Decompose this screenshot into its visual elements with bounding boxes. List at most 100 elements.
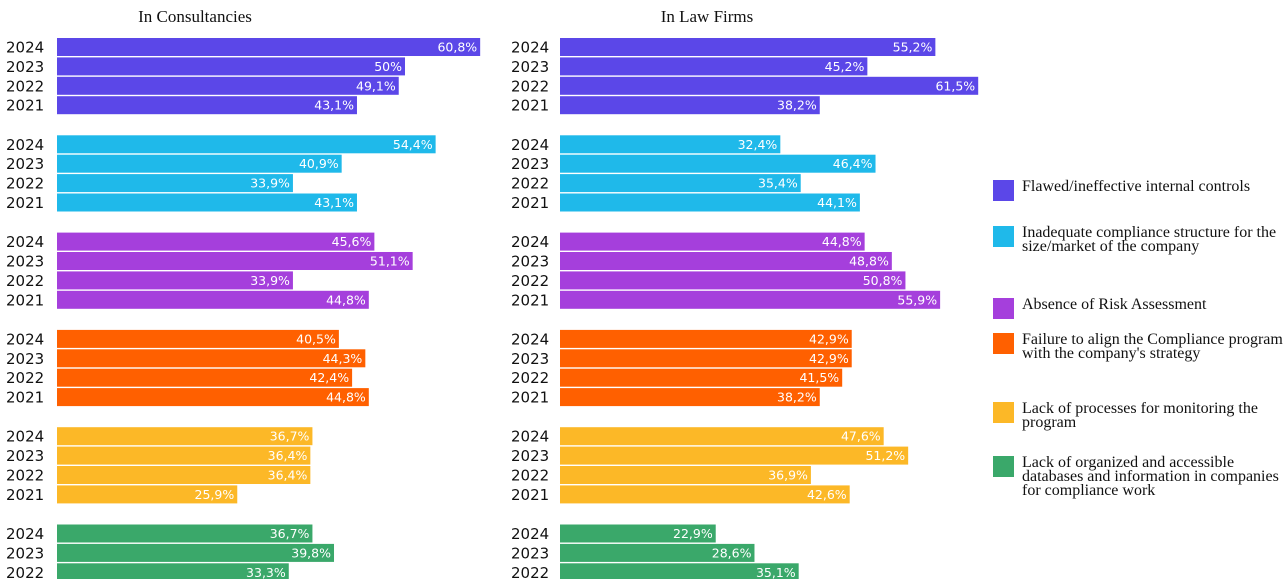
bar <box>57 388 369 407</box>
bar <box>560 485 850 504</box>
bar <box>57 524 313 543</box>
y-tick-label: 2023 <box>6 253 44 271</box>
value-label: 36,9% <box>768 468 808 483</box>
value-label: 25,9% <box>195 487 235 502</box>
y-tick-label: 2022 <box>6 369 44 387</box>
value-label: 38,2% <box>777 390 817 405</box>
legend-item: Flawed/ineffective internal controls <box>993 178 1284 201</box>
chart-title: In Consultancies <box>138 7 252 26</box>
y-tick-label: 2021 <box>511 389 549 407</box>
bar <box>57 563 289 579</box>
y-tick-label: 2023 <box>511 155 549 173</box>
bar <box>57 485 238 504</box>
bar <box>560 76 979 95</box>
value-label: 44,1% <box>817 195 857 210</box>
bar <box>57 271 293 290</box>
y-tick-label: 2022 <box>511 564 549 579</box>
value-label: 32,4% <box>738 137 778 152</box>
chart-title: In Law Firms <box>661 7 754 26</box>
legend-item: Lack of organized and accessible databas… <box>993 454 1284 499</box>
value-label: 40,5% <box>296 331 336 346</box>
bar <box>57 232 375 251</box>
y-tick-label: 2023 <box>511 253 549 271</box>
value-label: 42,9% <box>809 331 849 346</box>
bar <box>57 57 405 76</box>
value-label: 33,3% <box>246 565 286 579</box>
legend-label: Lack of organized and accessible databas… <box>1022 454 1279 499</box>
bar <box>57 349 366 368</box>
legend-label: Flawed/ineffective internal controls <box>1022 178 1251 195</box>
y-tick-label: 2021 <box>511 291 549 309</box>
bar <box>57 135 436 154</box>
bar <box>57 252 413 270</box>
y-tick-label: 2024 <box>6 428 44 446</box>
y-tick-label: 2021 <box>6 486 44 504</box>
y-tick-label: 2021 <box>6 194 44 212</box>
value-label: 55,9% <box>897 292 937 307</box>
bar <box>57 154 342 173</box>
bar <box>560 427 884 446</box>
legend-label: Inadequate compliance structure for the … <box>1022 224 1277 255</box>
y-tick-label: 2022 <box>511 175 549 193</box>
value-label: 49,1% <box>356 78 396 93</box>
bar <box>57 38 481 56</box>
y-tick-label: 2024 <box>511 428 549 446</box>
value-label: 42,4% <box>309 370 349 385</box>
y-tick-label: 2021 <box>511 97 549 115</box>
y-tick-label: 2024 <box>511 330 549 348</box>
y-tick-label: 2021 <box>6 291 44 309</box>
legend-swatch <box>993 456 1014 477</box>
legend-item: Inadequate compliance structure for the … <box>993 224 1284 255</box>
y-tick-label: 2021 <box>511 194 549 212</box>
y-tick-label: 2023 <box>6 58 44 76</box>
bar <box>560 154 876 173</box>
bar <box>57 76 399 95</box>
value-label: 42,9% <box>809 351 849 366</box>
value-label: 50,8% <box>863 273 903 288</box>
value-label: 44,3% <box>323 351 363 366</box>
legend-swatch <box>993 180 1014 201</box>
y-tick-label: 2023 <box>6 544 44 562</box>
value-label: 35,4% <box>758 176 798 191</box>
bar <box>560 232 865 251</box>
bar <box>560 446 909 465</box>
bar <box>560 543 755 562</box>
value-label: 54,4% <box>393 137 433 152</box>
value-label: 36,7% <box>270 429 310 444</box>
value-label: 35,1% <box>756 565 796 579</box>
value-label: 44,8% <box>326 390 366 405</box>
value-label: 36,7% <box>270 526 310 541</box>
bar <box>560 193 860 212</box>
y-tick-label: 2021 <box>6 389 44 407</box>
legend-swatch <box>993 226 1014 247</box>
value-label: 44,8% <box>822 234 862 249</box>
value-label: 36,4% <box>268 468 308 483</box>
bar <box>560 524 716 543</box>
y-tick-label: 2022 <box>511 77 549 95</box>
value-label: 22,9% <box>673 526 713 541</box>
bar <box>560 388 820 407</box>
legend-swatch <box>993 298 1014 319</box>
y-tick-label: 2024 <box>511 233 549 251</box>
legend-swatch <box>993 333 1014 354</box>
y-tick-label: 2024 <box>6 233 44 251</box>
bar <box>560 174 801 193</box>
value-label: 47,6% <box>841 429 881 444</box>
legend-label: Lack of processes for monitoring the pro… <box>1022 400 1258 431</box>
value-label: 39,8% <box>291 545 331 560</box>
y-tick-label: 2024 <box>6 330 44 348</box>
legend-item: Failure to align the Compliance program … <box>993 332 1284 362</box>
y-tick-label: 2022 <box>511 272 549 290</box>
bar <box>57 193 357 212</box>
value-label: 36,4% <box>268 448 308 463</box>
y-tick-label: 2023 <box>511 447 549 465</box>
y-tick-label: 2024 <box>6 525 44 543</box>
y-tick-label: 2022 <box>6 564 44 579</box>
value-label: 33,9% <box>250 176 290 191</box>
bar <box>560 252 892 270</box>
bar <box>57 427 313 446</box>
legend-swatch <box>993 402 1014 423</box>
value-label: 43,1% <box>314 98 354 113</box>
